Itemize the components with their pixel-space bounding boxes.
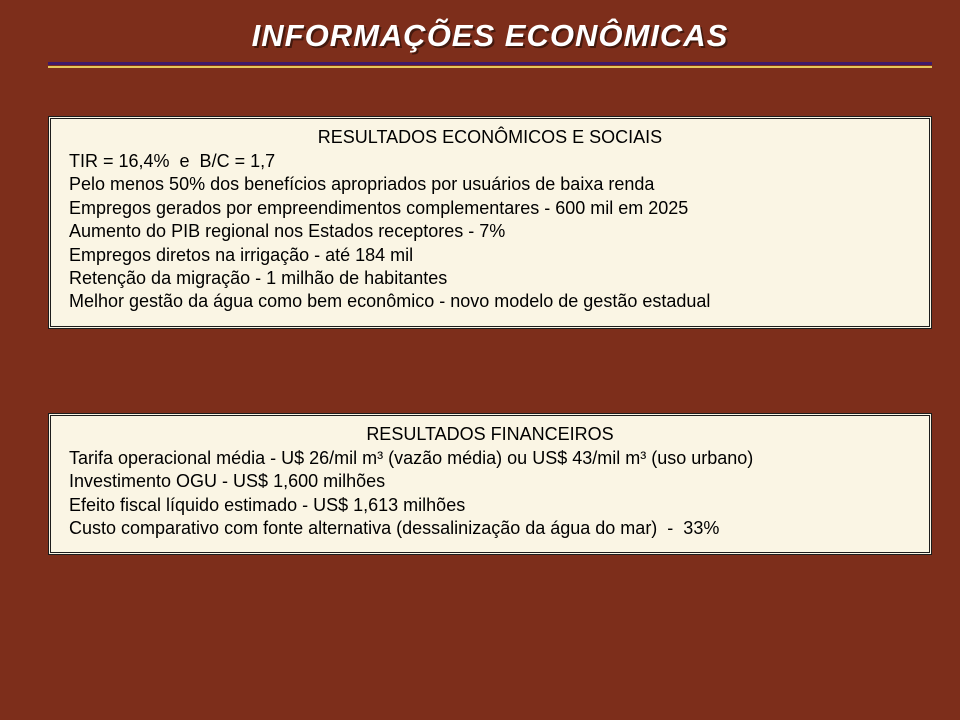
box1-line: Pelo menos 50% dos benefícios apropriado… [69,173,911,196]
box1-header: RESULTADOS ECONÔMICOS E SOCIAIS [51,119,929,150]
box1-line: Aumento do PIB regional nos Estados rece… [69,220,911,243]
box2-line: Efeito fiscal líquido estimado - US$ 1,6… [69,494,911,517]
box2-header: RESULTADOS FINANCEIROS [51,416,929,447]
box1-line: Empregos diretos na irrigação - até 184 … [69,244,911,267]
box2-line: Custo comparativo com fonte alternativa … [69,517,911,540]
box-financial: RESULTADOS FINANCEIROS Tarifa operaciona… [48,413,932,556]
slide: INFORMAÇÕES ECONÔMICAS RESULTADOS ECONÔM… [0,0,960,720]
box1-line: TIR = 16,4% e B/C = 1,7 [69,150,911,173]
box2-line: Investimento OGU - US$ 1,600 milhões [69,470,911,493]
box1-line: Empregos gerados por empreendimentos com… [69,197,911,220]
rule-top [48,62,932,65]
box-economic-social: RESULTADOS ECONÔMICOS E SOCIAIS TIR = 16… [48,116,932,329]
box2-line: Tarifa operacional média - U$ 26/mil m³ … [69,447,911,470]
page-title: INFORMAÇÕES ECONÔMICAS [48,18,932,54]
rule-bottom [48,66,932,68]
box1-line: Retenção da migração - 1 milhão de habit… [69,267,911,290]
box1-body: TIR = 16,4% e B/C = 1,7 Pelo menos 50% d… [51,150,929,326]
box2-body: Tarifa operacional média - U$ 26/mil m³ … [51,447,929,553]
title-rule [48,62,932,68]
box1-line: Melhor gestão da água como bem econômico… [69,290,911,313]
